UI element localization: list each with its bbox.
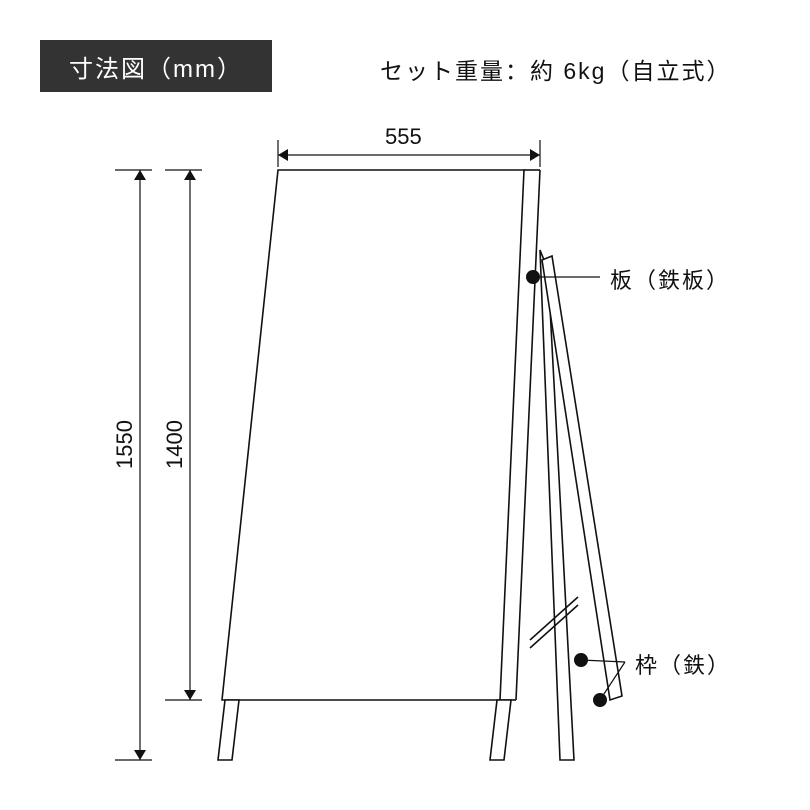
dim-height-board-label: 1400 — [162, 420, 188, 469]
technical-drawing — [0, 0, 810, 810]
diagram-canvas: 寸法図（mm） セット重量：約 6kg（自立式） 555 1550 1400 板… — [0, 0, 810, 810]
callout-frame-label: 枠（鉄） — [635, 648, 731, 680]
callout-board-label: 板（鉄板） — [610, 263, 730, 295]
dim-height-total-label: 1550 — [112, 420, 138, 469]
dim-width-label: 555 — [385, 124, 422, 150]
